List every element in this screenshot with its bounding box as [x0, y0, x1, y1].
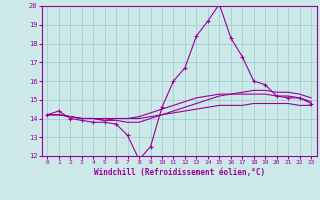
X-axis label: Windchill (Refroidissement éolien,°C): Windchill (Refroidissement éolien,°C) [94, 168, 265, 177]
